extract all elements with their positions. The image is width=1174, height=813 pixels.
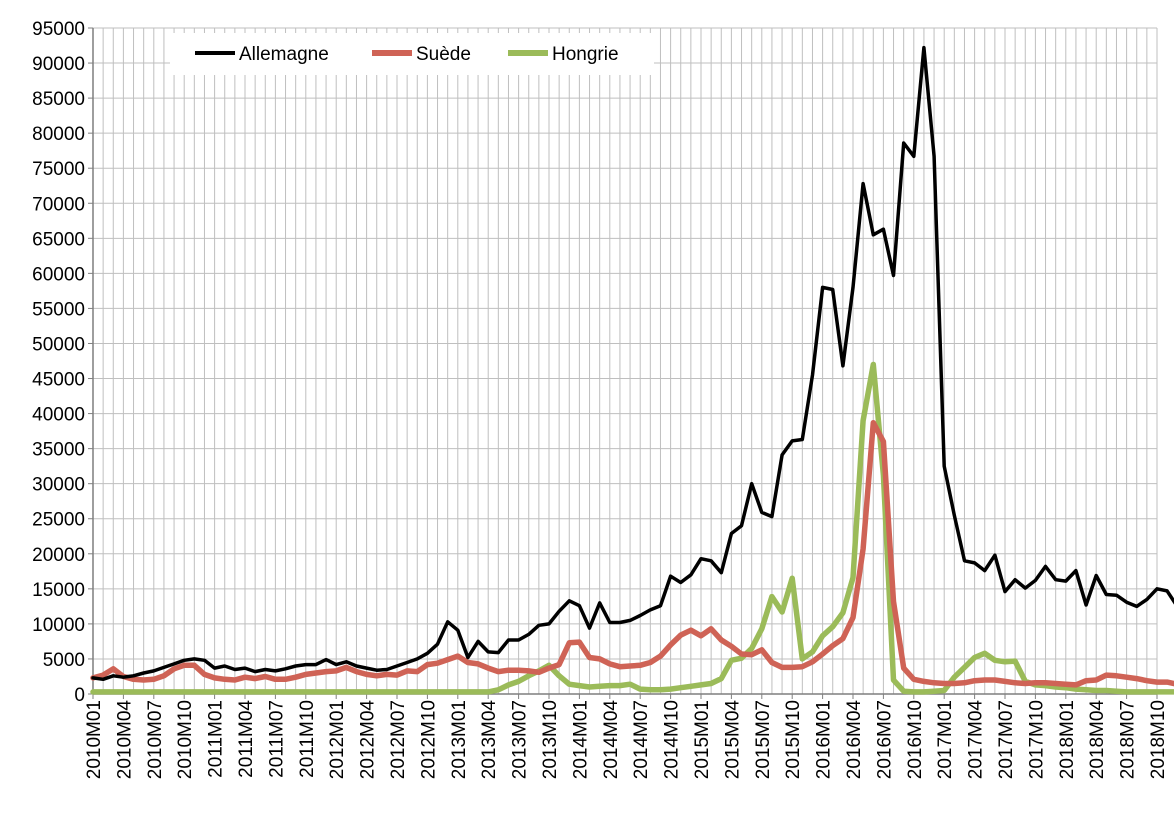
y-tick-label: 20000 — [32, 545, 85, 566]
x-tick-label: 2014M01 — [570, 700, 591, 779]
legend: Allemagne Suède Hongrie — [170, 33, 654, 75]
y-tick-label: 85000 — [32, 89, 85, 110]
series-line-hongrie — [90, 361, 1174, 695]
y-tick-label: 55000 — [32, 299, 85, 320]
x-tick-label: 2015M04 — [722, 700, 743, 780]
x-tick-label: 2010M07 — [145, 700, 166, 779]
x-tick-label: 2017M10 — [1026, 700, 1047, 779]
x-axis-ticks: 2010M01 2010M04 2010M07 2010M10 2011M01 2011M… — [84, 694, 1169, 779]
x-tick-label: 2016M01 — [814, 700, 835, 779]
legend-label-suède: Suède — [416, 44, 471, 65]
y-tick-label: 10000 — [32, 615, 85, 636]
x-tick-label: 2016M07 — [874, 700, 895, 779]
x-tick-label: 2012M04 — [358, 700, 379, 780]
y-tick-label: 80000 — [32, 124, 85, 145]
x-tick-label: 2010M04 — [114, 700, 135, 780]
y-tick-label: 30000 — [32, 475, 85, 496]
x-tick-label: 2014M07 — [631, 700, 652, 779]
x-tick-label: 2016M04 — [844, 700, 865, 780]
x-tick-label: 2015M07 — [753, 700, 774, 779]
x-tick-label: 2010M01 — [84, 700, 105, 779]
x-tick-label: 2011M01 — [206, 700, 227, 778]
series-line-allemagne — [91, 45, 1174, 682]
y-tick-label: 60000 — [32, 264, 85, 285]
y-tick-label: 45000 — [32, 370, 85, 391]
y-tick-label: 70000 — [32, 194, 85, 215]
x-tick-label: 2018M01 — [1057, 700, 1078, 779]
x-tick-label: 2017M07 — [996, 700, 1017, 779]
y-tick-label: 35000 — [32, 440, 85, 461]
y-tick-label: 90000 — [32, 54, 85, 75]
x-tick-label: 2012M07 — [388, 700, 409, 779]
x-tick-label: 2017M01 — [935, 700, 956, 779]
y-tick-label: 25000 — [32, 510, 85, 531]
x-tick-label: 2011M07 — [266, 700, 287, 778]
y-tick-label: 65000 — [32, 229, 85, 250]
x-tick-label: 2012M10 — [418, 700, 439, 779]
series — [90, 45, 1174, 695]
x-tick-label: 2011M10 — [297, 700, 318, 778]
x-tick-label: 2012M01 — [327, 700, 348, 779]
x-tick-label: 2017M04 — [966, 700, 987, 780]
y-tick-label: 95000 — [32, 19, 85, 40]
x-tick-label: 2011M04 — [236, 700, 257, 778]
x-tick-label: 2014M10 — [662, 700, 683, 779]
x-tick-label: 2013M07 — [510, 700, 531, 779]
x-tick-label: 2010M10 — [175, 700, 196, 779]
x-tick-label: 2018M04 — [1087, 700, 1108, 780]
x-tick-label: 2016M10 — [905, 700, 926, 779]
y-tick-label: 5000 — [43, 650, 85, 671]
x-tick-label: 2013M10 — [540, 700, 561, 779]
x-tick-label: 2015M10 — [783, 700, 804, 779]
y-tick-label: 50000 — [32, 334, 85, 355]
x-tick-label: 2014M04 — [601, 700, 622, 780]
y-tick-label: 40000 — [32, 405, 85, 426]
x-tick-label: 2013M01 — [449, 700, 470, 779]
x-tick-label: 2018M10 — [1148, 700, 1169, 779]
y-tick-label: 75000 — [32, 159, 85, 180]
y-tick-label: 0 — [74, 685, 85, 706]
x-tick-label: 2018M07 — [1118, 700, 1139, 779]
x-tick-label: 2013M04 — [479, 700, 500, 780]
y-tick-label: 15000 — [32, 580, 85, 601]
legend-label-hongrie: Hongrie — [552, 44, 619, 65]
y-axis-ticks: 0 5000 10000 15000 20000 25000 30000 35000 40000… — [32, 19, 93, 706]
x-tick-label: 2015M01 — [692, 700, 713, 779]
legend-label-allemagne: Allemagne — [239, 44, 329, 65]
series-line-suède — [90, 419, 1174, 688]
